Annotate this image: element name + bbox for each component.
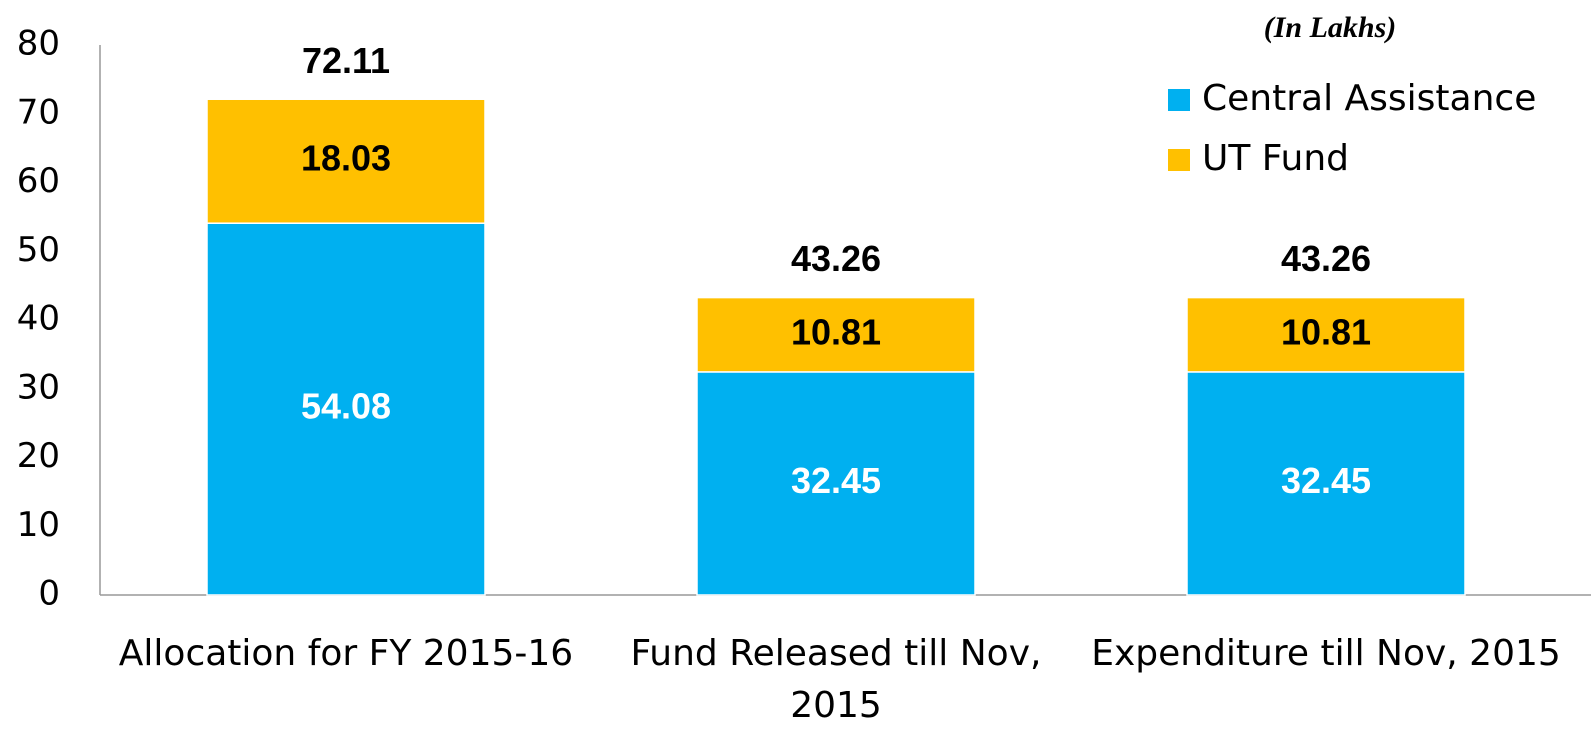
value-label: 10.81 [1281, 311, 1371, 352]
total-label: 43.26 [1281, 238, 1371, 279]
legend-swatch [1168, 89, 1190, 111]
value-label: 18.03 [301, 138, 391, 179]
bar-segment [206, 222, 486, 596]
x-tick-label: Fund Released till Nov, 2015 [630, 633, 1042, 726]
y-tick-label: 30 [17, 367, 60, 407]
y-tick-label: 60 [17, 161, 60, 201]
y-tick-label: 10 [17, 505, 60, 545]
bar-segment [1186, 296, 1466, 373]
value-label: 32.45 [1281, 460, 1371, 501]
bar-segment [1186, 371, 1466, 596]
legend-label: Central Assistance [1202, 78, 1536, 119]
y-tick-label: 80 [17, 24, 60, 64]
total-label: 43.26 [791, 238, 881, 279]
y-tick-label: 20 [17, 436, 60, 476]
unit-note: (In Lakhs) [1264, 11, 1397, 44]
bar-segment [696, 296, 976, 373]
bar-segment [206, 98, 486, 224]
y-tick-label: 0 [38, 574, 60, 614]
bar-segment [696, 371, 976, 596]
y-tick-label: 50 [17, 230, 60, 270]
legend-label: UT Fund [1202, 138, 1349, 179]
value-label: 10.81 [791, 311, 881, 352]
value-label: 32.45 [791, 460, 881, 501]
total-label: 72.11 [302, 40, 390, 81]
y-tick-label: 40 [17, 299, 60, 339]
value-label: 54.08 [301, 386, 391, 427]
y-tick-label: 70 [17, 92, 60, 132]
x-tick-label: Allocation for FY 2015-16 [118, 633, 574, 674]
x-tick-label: Expenditure till Nov, 2015 [1091, 633, 1561, 674]
legend-swatch [1168, 149, 1190, 171]
